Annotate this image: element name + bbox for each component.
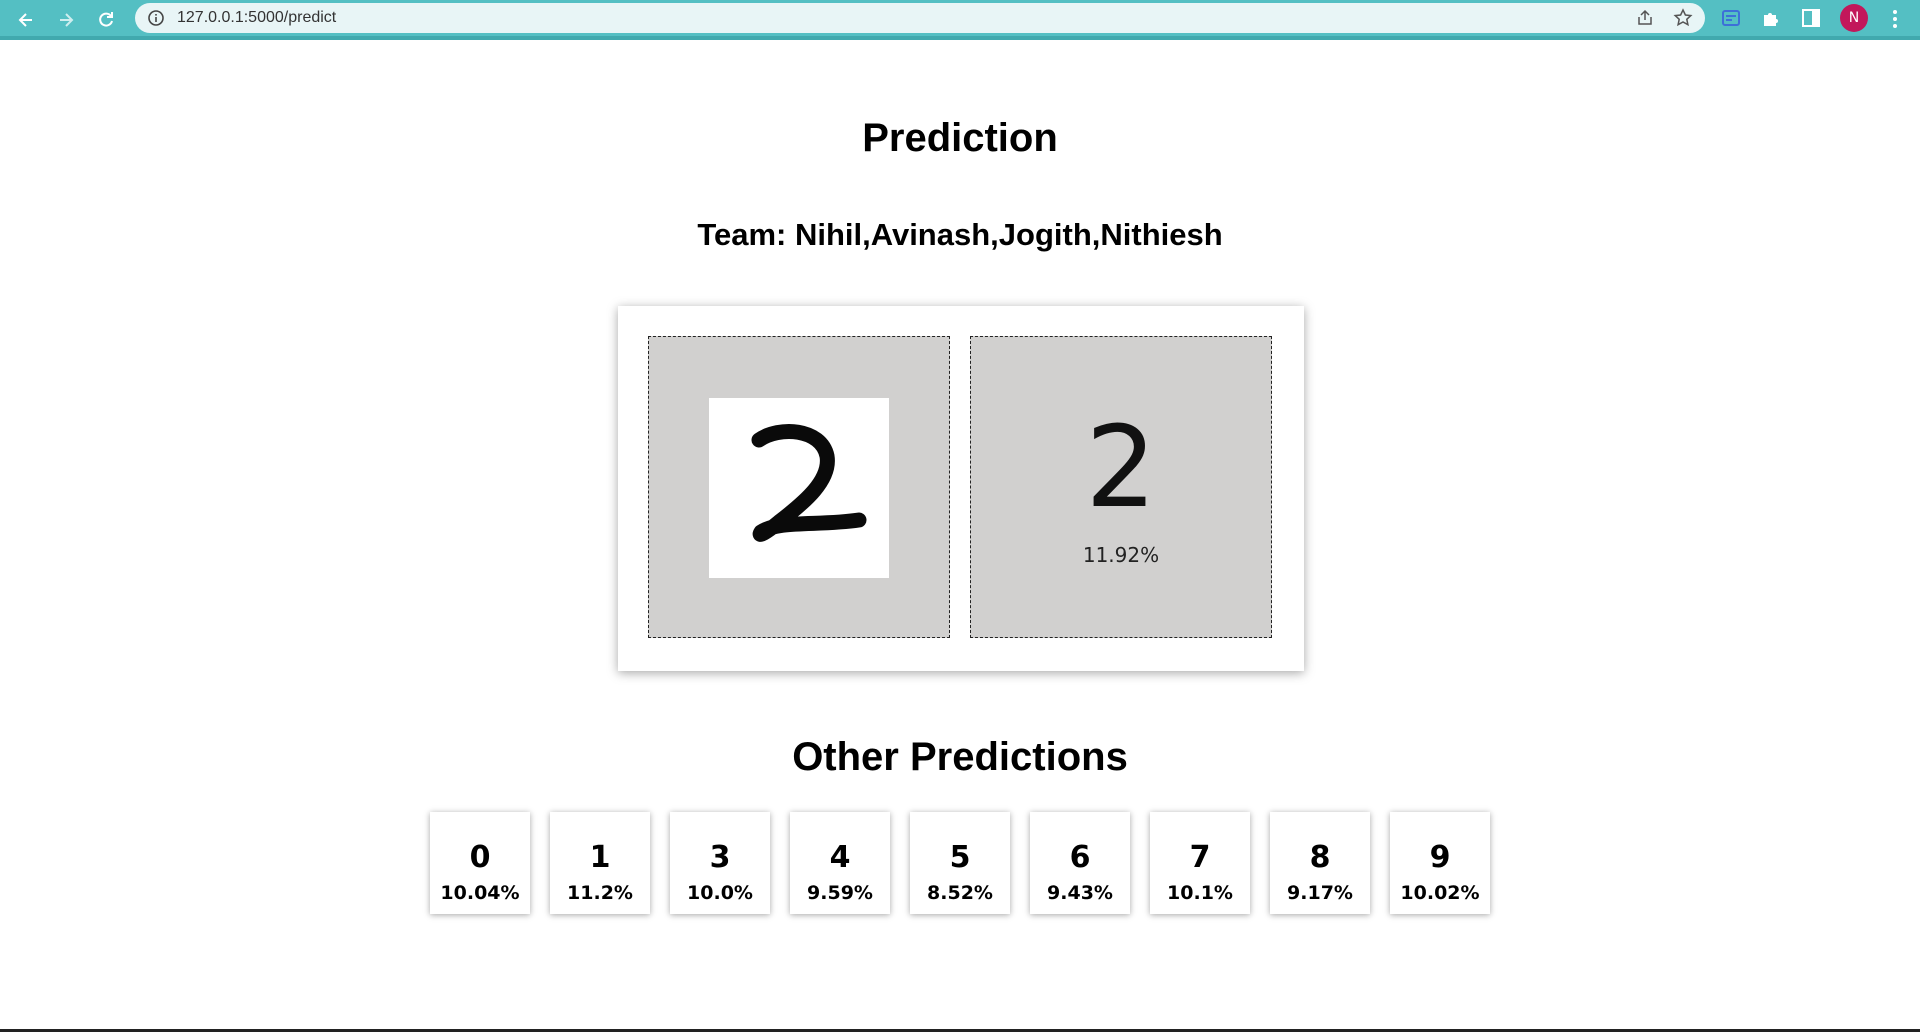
browser-menu-icon[interactable] [1880, 4, 1910, 34]
tile-digit: 3 [709, 840, 731, 875]
browser-toolbar: 127.0.0.1:5000/predict N [0, 0, 1920, 40]
tile-digit: 7 [1189, 840, 1211, 875]
tile-percent: 10.02% [1400, 882, 1480, 904]
extension-reader-icon[interactable] [1720, 7, 1742, 29]
profile-avatar[interactable]: N [1840, 4, 1868, 32]
tile-percent: 8.52% [927, 882, 993, 904]
page-title: Prediction [862, 116, 1058, 160]
handwritten-two-drawing [751, 424, 867, 542]
predicted-digit: 2 [1085, 403, 1157, 533]
address-bar[interactable]: 127.0.0.1:5000/predict [135, 3, 1705, 33]
prediction-tile: 1 11.2% [550, 812, 650, 914]
tile-percent: 10.0% [687, 882, 753, 904]
prediction-tile: 6 9.43% [1030, 812, 1130, 914]
reload-button[interactable] [90, 4, 122, 36]
tile-digit: 4 [829, 840, 851, 875]
bottom-divider [0, 1029, 1920, 1032]
forward-button[interactable] [50, 4, 82, 36]
other-predictions-list: 0 10.04% 1 11.2% 3 10.0% 4 9.59% 5 8.52%… [430, 812, 1490, 914]
bookmark-star-icon[interactable] [1673, 8, 1693, 28]
team-heading: Team: Nihil,Avinash,Jogith,Nithiesh [697, 217, 1223, 252]
side-panel-icon[interactable] [1800, 7, 1822, 29]
tile-percent: 10.04% [440, 882, 520, 904]
prediction-tile: 7 10.1% [1150, 812, 1250, 914]
prediction-tile: 5 8.52% [910, 812, 1010, 914]
prediction-tile: 8 9.17% [1270, 812, 1370, 914]
predicted-confidence: 11.92% [1082, 543, 1160, 567]
tile-digit: 5 [949, 840, 971, 875]
tile-digit: 0 [469, 840, 491, 875]
prediction-card: 2 11.92% [618, 306, 1304, 671]
prediction-tile: 0 10.04% [430, 812, 530, 914]
other-predictions-title: Other Predictions [792, 735, 1128, 779]
prediction-tile: 4 9.59% [790, 812, 890, 914]
tile-percent: 11.2% [567, 882, 633, 904]
tile-digit: 9 [1429, 840, 1451, 875]
tile-digit: 1 [589, 840, 611, 875]
tile-percent: 9.59% [807, 882, 873, 904]
forward-arrow-icon [60, 13, 74, 27]
back-arrow-icon [18, 13, 32, 27]
share-icon[interactable] [1635, 8, 1655, 28]
tile-percent: 9.17% [1287, 882, 1353, 904]
back-button[interactable] [10, 4, 42, 36]
tile-digit: 6 [1069, 840, 1091, 875]
result-pane: 2 11.92% [970, 336, 1272, 638]
extensions-puzzle-icon[interactable] [1760, 7, 1782, 29]
handwritten-digit-image [709, 398, 889, 578]
url-text[interactable]: 127.0.0.1:5000/predict [177, 9, 337, 26]
reload-icon [99, 12, 113, 27]
tile-percent: 9.43% [1047, 882, 1113, 904]
site-info-icon[interactable] [147, 9, 165, 27]
prediction-tile: 9 10.02% [1390, 812, 1490, 914]
tile-percent: 10.1% [1167, 882, 1233, 904]
tile-digit: 8 [1309, 840, 1331, 875]
prediction-tile: 3 10.0% [670, 812, 770, 914]
input-image-pane [648, 336, 950, 638]
